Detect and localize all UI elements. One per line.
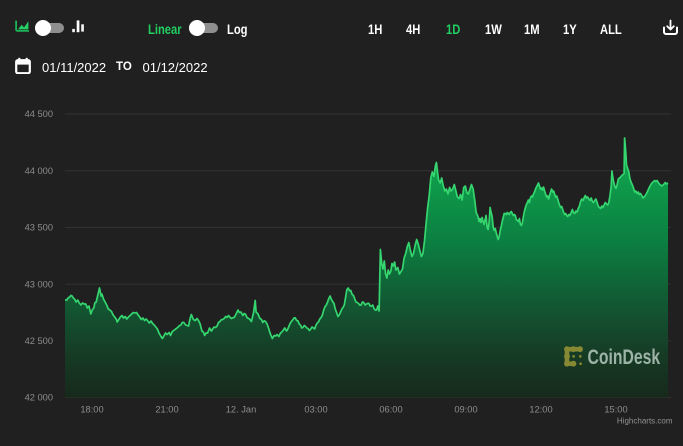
svg-text:43 000: 43 000 bbox=[25, 279, 53, 289]
svg-text:42 500: 42 500 bbox=[25, 336, 53, 346]
svg-text:44 500: 44 500 bbox=[25, 109, 53, 119]
svg-text:15:00: 15:00 bbox=[604, 405, 627, 415]
svg-text:12. Jan: 12. Jan bbox=[226, 405, 257, 415]
svg-text:CoinDesk: CoinDesk bbox=[588, 345, 661, 369]
svg-text:21:00: 21:00 bbox=[155, 405, 178, 415]
svg-text:43 500: 43 500 bbox=[25, 223, 53, 233]
svg-text:44 000: 44 000 bbox=[25, 166, 53, 176]
svg-text:18:00: 18:00 bbox=[80, 405, 103, 415]
svg-text:06:00: 06:00 bbox=[379, 405, 402, 415]
svg-text:03:00: 03:00 bbox=[304, 405, 327, 415]
svg-text:42 000: 42 000 bbox=[25, 393, 53, 403]
svg-text:09:00: 09:00 bbox=[454, 405, 477, 415]
svg-text:12:00: 12:00 bbox=[529, 405, 552, 415]
svg-text:Highcharts.com: Highcharts.com bbox=[617, 416, 673, 425]
